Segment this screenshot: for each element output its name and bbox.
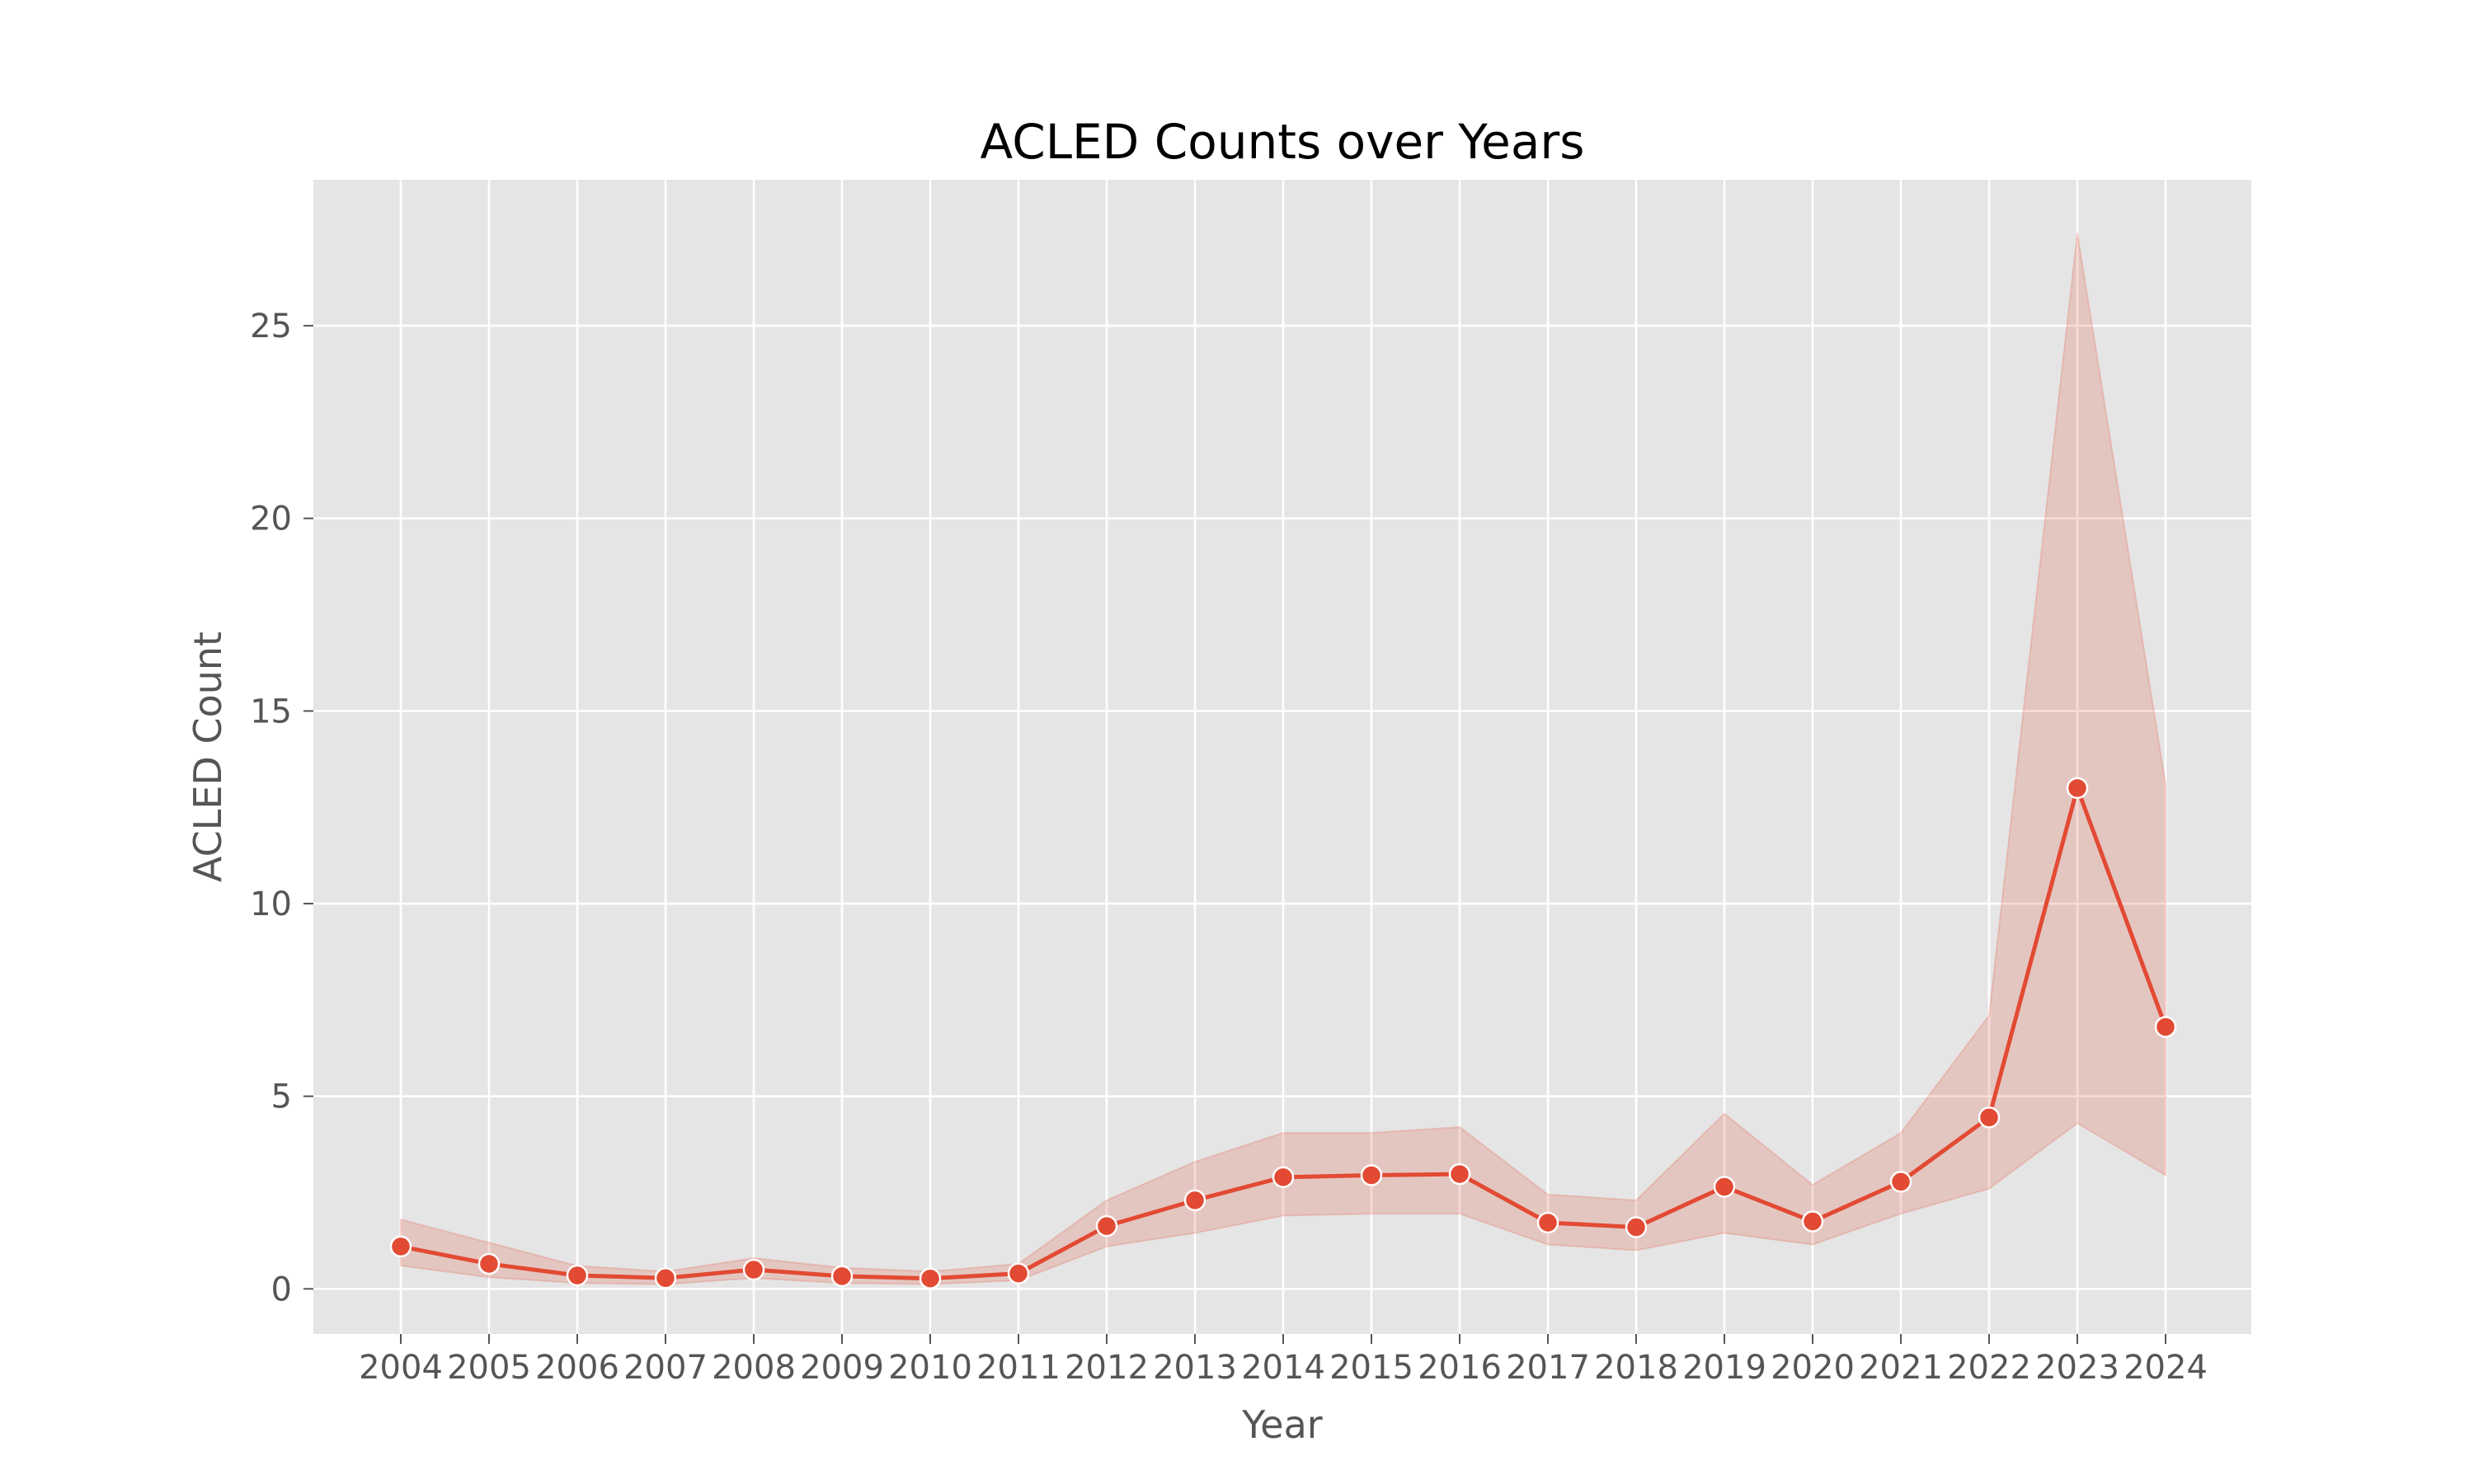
- data-point: [742, 1258, 765, 1281]
- data-point: [566, 1264, 589, 1287]
- x-tick-label: 2016: [1418, 1349, 1502, 1387]
- x-tick-label: 2005: [447, 1349, 531, 1387]
- y-tick-label: 5: [271, 1078, 292, 1116]
- x-tick-label: 2019: [1682, 1349, 1766, 1387]
- x-tick-label: 2012: [1065, 1349, 1149, 1387]
- y-tick-label: 0: [271, 1270, 292, 1308]
- x-tick-label: 2022: [1947, 1349, 2031, 1387]
- chart-title: ACLED Counts over Years: [981, 114, 1585, 170]
- data-point: [2066, 777, 2089, 800]
- data-point: [1801, 1210, 1824, 1233]
- x-tick-label: 2004: [359, 1349, 443, 1387]
- data-point: [1007, 1262, 1030, 1284]
- data-markers: [389, 777, 2177, 1289]
- data-point: [1183, 1189, 1206, 1212]
- x-tick-label: 2011: [976, 1349, 1061, 1387]
- x-tick-label: 2006: [535, 1349, 619, 1387]
- y-tick-label: 15: [250, 693, 292, 730]
- y-tick-label: 25: [250, 308, 292, 345]
- x-axis-label: Year: [1241, 1402, 1322, 1447]
- x-tick-label: 2008: [712, 1349, 796, 1387]
- y-tick-label: 20: [250, 500, 292, 538]
- x-tick-label: 2009: [800, 1349, 884, 1387]
- x-tick-label: 2018: [1594, 1349, 1678, 1387]
- data-point: [919, 1267, 942, 1289]
- x-tick-label: 2015: [1329, 1349, 1413, 1387]
- data-point: [2154, 1016, 2177, 1038]
- data-point: [1625, 1216, 1648, 1238]
- data-point: [830, 1265, 854, 1288]
- x-tick-label: 2007: [623, 1349, 708, 1387]
- gridlines: [313, 180, 2251, 1334]
- x-tick-label: 2014: [1241, 1349, 1325, 1387]
- x-tick-label: 2020: [1771, 1349, 1855, 1387]
- data-point: [1095, 1214, 1118, 1237]
- x-tick-label: 2024: [2124, 1349, 2208, 1387]
- data-point: [389, 1235, 412, 1258]
- data-point: [1978, 1106, 2001, 1129]
- x-tick-label: 2017: [1506, 1349, 1590, 1387]
- y-axis-label: ACLED Count: [186, 632, 230, 882]
- data-point: [1272, 1166, 1295, 1189]
- data-point: [1360, 1164, 1383, 1186]
- data-point: [477, 1252, 501, 1275]
- x-tick-label: 2013: [1153, 1349, 1237, 1387]
- x-tick-label: 2010: [888, 1349, 972, 1387]
- data-point: [654, 1266, 677, 1289]
- data-point: [1889, 1171, 1912, 1193]
- data-point: [1536, 1211, 1559, 1234]
- x-tick-label: 2021: [1859, 1349, 1943, 1387]
- y-tick-label: 10: [250, 885, 292, 923]
- data-point: [1448, 1162, 1471, 1186]
- x-tick-label: 2023: [2035, 1349, 2119, 1387]
- data-point: [1713, 1176, 1736, 1198]
